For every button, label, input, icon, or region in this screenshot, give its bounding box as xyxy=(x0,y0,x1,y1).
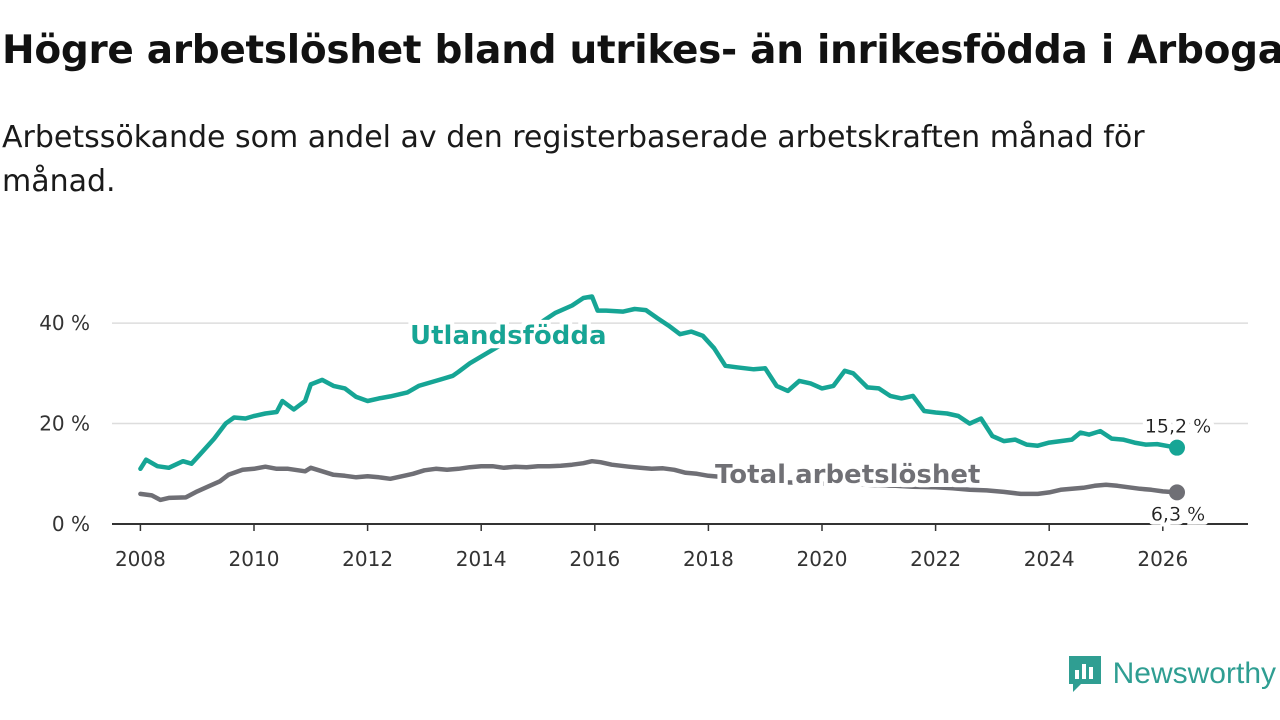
x-tick-label: 2024 xyxy=(1024,547,1075,571)
series-labels: Utlandsfödda Total arbetslöshet xyxy=(410,321,980,490)
end-dot xyxy=(1169,484,1185,501)
x-tick-label: 2020 xyxy=(797,547,848,571)
gridlines xyxy=(112,322,1248,425)
end-value-label: 6,3 % xyxy=(1151,503,1205,525)
series-label-utlandsfodda: Utlandsfödda xyxy=(410,321,607,351)
y-tick-label: 40 % xyxy=(39,311,90,335)
y-tick-label: 0 % xyxy=(52,512,90,536)
series-line-total xyxy=(138,458,1180,503)
chart-title: Högre arbetslöshet bland utrikes- än inr… xyxy=(2,28,1280,73)
brand-name: Newsworthy xyxy=(1112,657,1276,690)
series-label-total: Total arbetslöshet xyxy=(715,460,980,490)
x-tick-label: 2008 xyxy=(115,547,166,571)
chart-subtitle: Arbetssökande som andel av den registerb… xyxy=(2,120,1145,199)
newsworthy-logo: Newsworthy xyxy=(1067,654,1276,694)
axes: 0 % 20 % 40 % 2008 2010 2012 2014 2016 2018 2020 2… xyxy=(39,311,1248,571)
x-tick-label: 2014 xyxy=(456,547,507,571)
x-tick-label: 2018 xyxy=(683,547,734,571)
end-markers: 15,2 % 6,3 % xyxy=(1145,416,1211,526)
end-dot xyxy=(1169,439,1185,456)
x-tick-label: 2016 xyxy=(569,547,620,571)
y-tick-label: 20 % xyxy=(39,412,90,436)
x-tick-label: 2012 xyxy=(342,547,393,571)
x-tick-label: 2010 xyxy=(229,547,280,571)
series-lines xyxy=(138,294,1180,503)
x-tick-label: 2022 xyxy=(910,547,961,571)
series-line-utlandsfodda xyxy=(138,294,1180,472)
x-tick-label: 2026 xyxy=(1137,547,1188,571)
line-chart: 0 % 20 % 40 % 2008 2010 2012 2014 2016 2018 2020 2… xyxy=(39,294,1248,571)
newsworthy-icon xyxy=(1068,656,1101,692)
end-value-label: 15,2 % xyxy=(1145,416,1211,438)
